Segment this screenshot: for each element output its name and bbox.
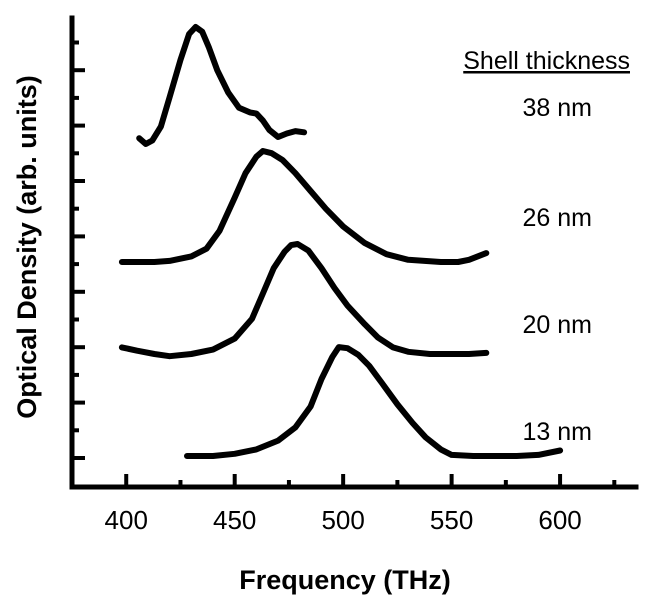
series-line-20nm bbox=[118, 241, 490, 360]
x-axis-title: Frequency (THz) bbox=[239, 565, 451, 595]
series-line-13nm bbox=[184, 344, 564, 459]
series-layer bbox=[118, 24, 564, 459]
series-label-26nm: 26 nm bbox=[523, 204, 592, 232]
series-label-13nm: 13 nm bbox=[523, 418, 592, 446]
series-label-20nm: 20 nm bbox=[523, 311, 592, 339]
series-line-26nm bbox=[118, 148, 490, 265]
y-axis-title: Optical Density (arb. units) bbox=[12, 75, 42, 419]
labels-layer: Shell thickness Frequency (THz) Optical … bbox=[12, 47, 630, 595]
legend-title: Shell thickness bbox=[463, 47, 630, 75]
x-tick-label: 600 bbox=[538, 505, 581, 535]
x-tick-label: 500 bbox=[321, 505, 364, 535]
x-tick-label: 400 bbox=[105, 505, 148, 535]
x-tick-label: 450 bbox=[213, 505, 256, 535]
x-tick-label: 550 bbox=[430, 505, 473, 535]
series-label-38nm: 38 nm bbox=[523, 94, 592, 122]
axes bbox=[69, 15, 639, 490]
series-line-38nm bbox=[136, 24, 308, 147]
